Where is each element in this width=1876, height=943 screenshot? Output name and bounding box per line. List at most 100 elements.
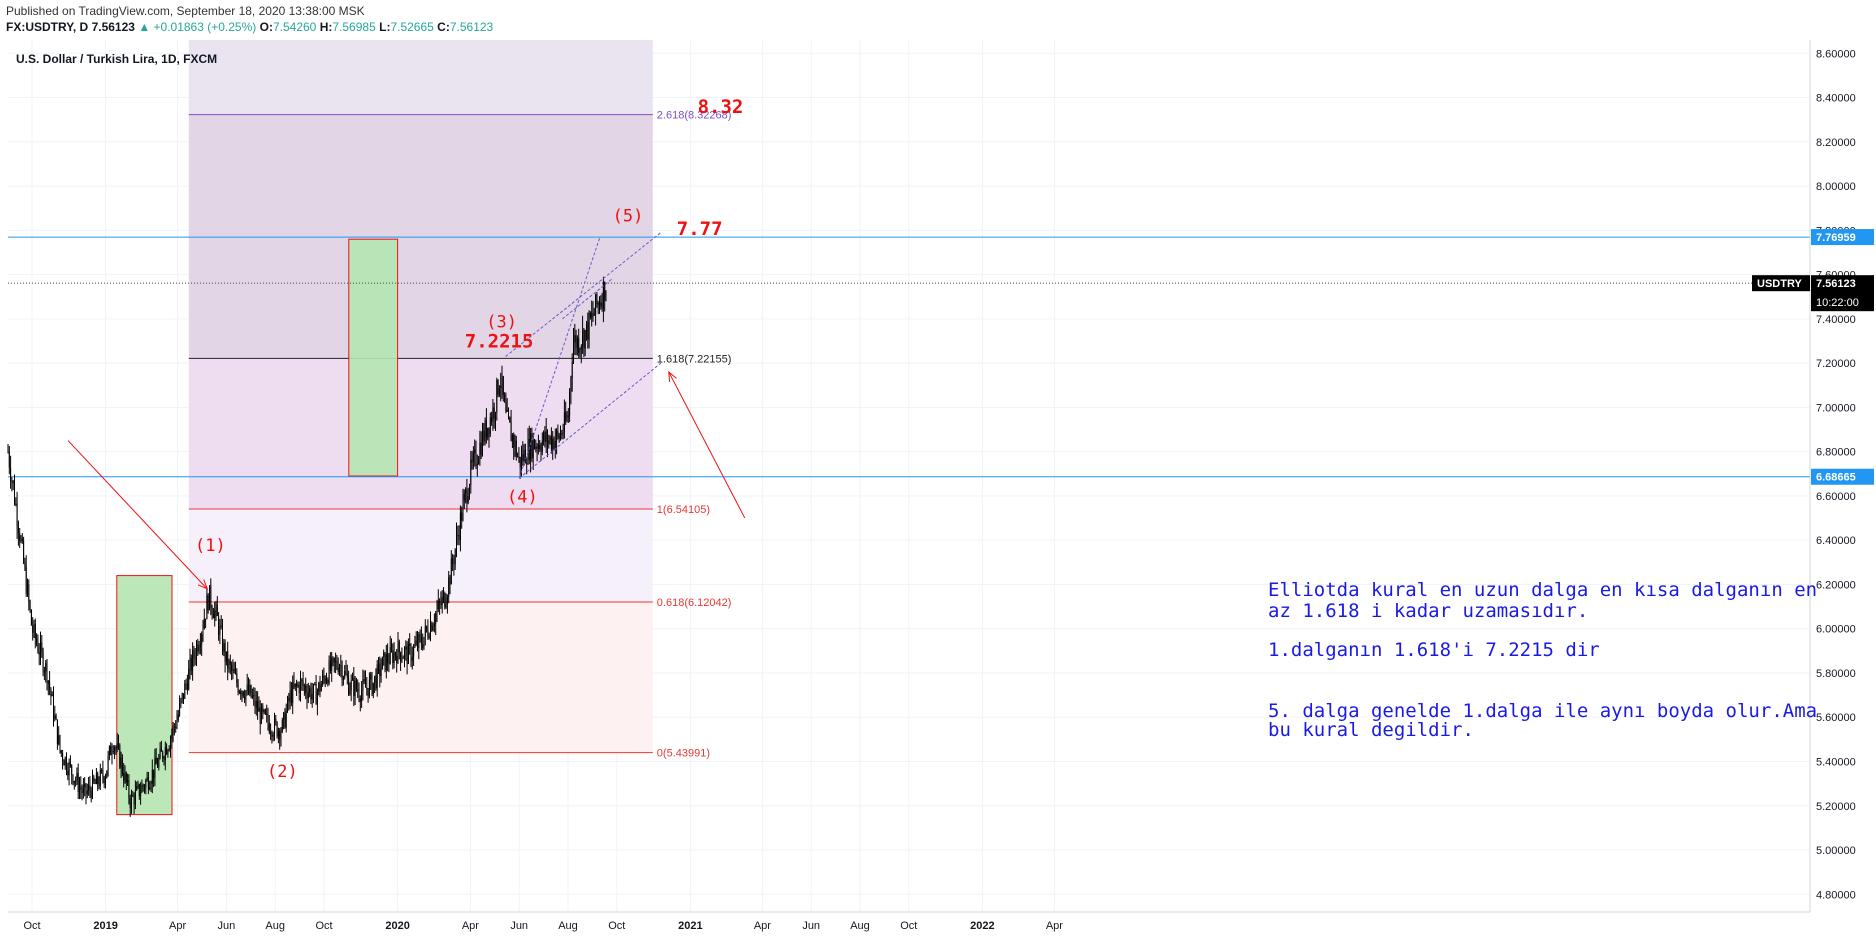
- candle-body: [68, 762, 70, 776]
- candle-body: [29, 601, 31, 611]
- candle-body: [537, 444, 539, 449]
- candle-body: [462, 500, 464, 521]
- candle-body: [448, 577, 450, 597]
- candle-body: [521, 454, 522, 468]
- time-tick-label: Oct: [608, 920, 625, 932]
- candle-body: [418, 634, 420, 649]
- candle-body: [552, 438, 554, 449]
- price-tick-label: 5.20000: [1816, 801, 1856, 813]
- time-tick-label: Aug: [558, 920, 578, 932]
- candle-body: [396, 655, 398, 664]
- candle-body: [51, 694, 53, 697]
- candle-body: [457, 534, 459, 536]
- candle-body: [509, 417, 511, 423]
- candle-body: [257, 701, 259, 712]
- candle-body: [157, 764, 158, 768]
- price-tick-label: 7.40000: [1816, 314, 1856, 326]
- channel-lines[interactable]: [505, 232, 662, 479]
- fib-level-label: 2.618(8.32268): [657, 110, 732, 122]
- time-tick-label: 2021: [678, 920, 702, 932]
- wave-label: (3): [486, 313, 517, 333]
- candle-body: [453, 563, 455, 565]
- candle-body: [116, 743, 118, 749]
- candle-body: [400, 652, 402, 662]
- candle-body: [432, 626, 434, 631]
- candle-body: [311, 693, 313, 700]
- green-box: [348, 238, 399, 477]
- candle-body: [589, 312, 591, 318]
- candle-body: [254, 695, 256, 708]
- candle-body: [288, 697, 290, 702]
- candle-body: [145, 780, 147, 789]
- published-line: Published on TradingView.com, September …: [6, 4, 365, 18]
- open-label: O:: [259, 20, 273, 34]
- candle-body: [393, 652, 395, 664]
- candle-body: [232, 668, 234, 671]
- candle-body: [45, 663, 47, 672]
- candle-body: [290, 690, 292, 704]
- candle-body: [388, 662, 390, 664]
- fib-level-label: 1.618(7.22155): [657, 353, 732, 365]
- time-tick-label: Jun: [218, 920, 236, 932]
- candle-body: [118, 743, 119, 746]
- candle-body: [328, 660, 330, 684]
- candle-body: [67, 770, 69, 776]
- candle-body: [32, 625, 34, 633]
- candle-body: [593, 313, 595, 316]
- symbol-badge-label: USDTRY: [1757, 278, 1802, 290]
- candle-body: [228, 661, 230, 669]
- candle-body: [524, 449, 526, 464]
- candle-body: [245, 690, 247, 700]
- candle-body: [30, 610, 32, 626]
- candle-body: [119, 745, 121, 768]
- candle-body: [94, 781, 96, 784]
- candle-body: [236, 673, 238, 684]
- price-tick-label: 6.00000: [1816, 624, 1856, 636]
- candle-body: [46, 663, 48, 684]
- candle-body: [596, 294, 598, 305]
- fibonacci-extension[interactable]: 2.618(8.32268) 1.618(7.22155) 1(6.54105) 0.…: [188, 40, 732, 760]
- candle-body: [283, 712, 285, 721]
- candle-body: [307, 692, 309, 699]
- candle-body: [459, 512, 461, 540]
- candle-body: [574, 335, 576, 343]
- candle-body: [501, 376, 503, 387]
- arrows[interactable]: [67, 370, 746, 590]
- candle-body: [394, 652, 396, 656]
- candle-body: [77, 773, 79, 793]
- candle-body: [352, 677, 353, 681]
- candle-body: [487, 427, 489, 438]
- candle-body: [422, 644, 424, 648]
- candle-body: [566, 417, 568, 421]
- candle-body: [320, 684, 322, 692]
- candle-body: [449, 577, 451, 585]
- candle-body: [14, 483, 15, 504]
- candle-body: [207, 595, 209, 611]
- candle-body: [419, 634, 421, 637]
- candle-body: [36, 638, 38, 644]
- candle-body: [458, 535, 460, 540]
- time-tick-label: Oct: [900, 920, 917, 932]
- candle-body: [426, 626, 428, 630]
- candle-body: [293, 682, 295, 687]
- candle-body: [134, 790, 136, 805]
- candle-body: [296, 683, 298, 687]
- time-tick-label: 2019: [93, 920, 117, 932]
- horizontal-lines[interactable]: [8, 236, 1810, 478]
- candle-body: [114, 747, 116, 752]
- candle-body: [274, 718, 275, 736]
- candle-body: [511, 435, 513, 442]
- candle-body: [108, 746, 110, 756]
- green-boxes[interactable]: [116, 238, 399, 816]
- candle-body: [387, 653, 389, 663]
- candle-body: [40, 642, 41, 656]
- candle-body: [588, 312, 590, 340]
- candle-body: [409, 643, 411, 646]
- candle-body: [101, 770, 103, 772]
- candle-body: [491, 417, 493, 422]
- candle-body: [112, 751, 114, 753]
- candle-body: [582, 330, 584, 347]
- candle-body: [287, 697, 288, 711]
- candle-body: [229, 661, 231, 665]
